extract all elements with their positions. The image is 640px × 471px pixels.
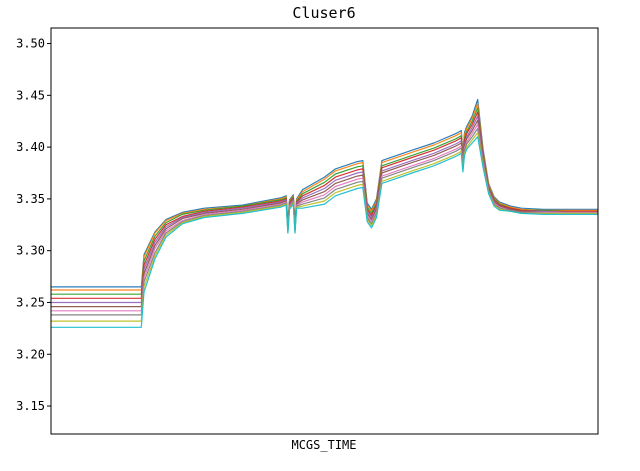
plot-area [51, 98, 598, 328]
y-tick-label: 3.25 [16, 295, 45, 309]
y-tick-label: 3.30 [16, 244, 45, 258]
y-tick-label: 3.45 [16, 88, 45, 102]
y-tick-label: 3.40 [16, 140, 45, 154]
y-axis: 3.15 3.20 3.25 3.30 3.35 3.40 3.45 3.50 [16, 37, 51, 413]
y-tick-label: 3.15 [16, 399, 45, 413]
series-line-1 [51, 98, 598, 288]
x-axis-label: MCGS_TIME [291, 438, 356, 452]
plot-frame [50, 27, 599, 435]
chart-title: Cluser6 [292, 4, 355, 22]
series-line-10 [51, 136, 598, 328]
y-tick-label: 3.20 [16, 347, 45, 361]
series-line-2 [51, 103, 598, 291]
series-line-7 [51, 123, 598, 312]
series-line-6 [51, 119, 598, 308]
y-tick-label: 3.50 [16, 37, 45, 51]
y-tick-label: 3.35 [16, 192, 45, 206]
series-line-9 [51, 132, 598, 322]
series-line-4 [51, 111, 598, 299]
